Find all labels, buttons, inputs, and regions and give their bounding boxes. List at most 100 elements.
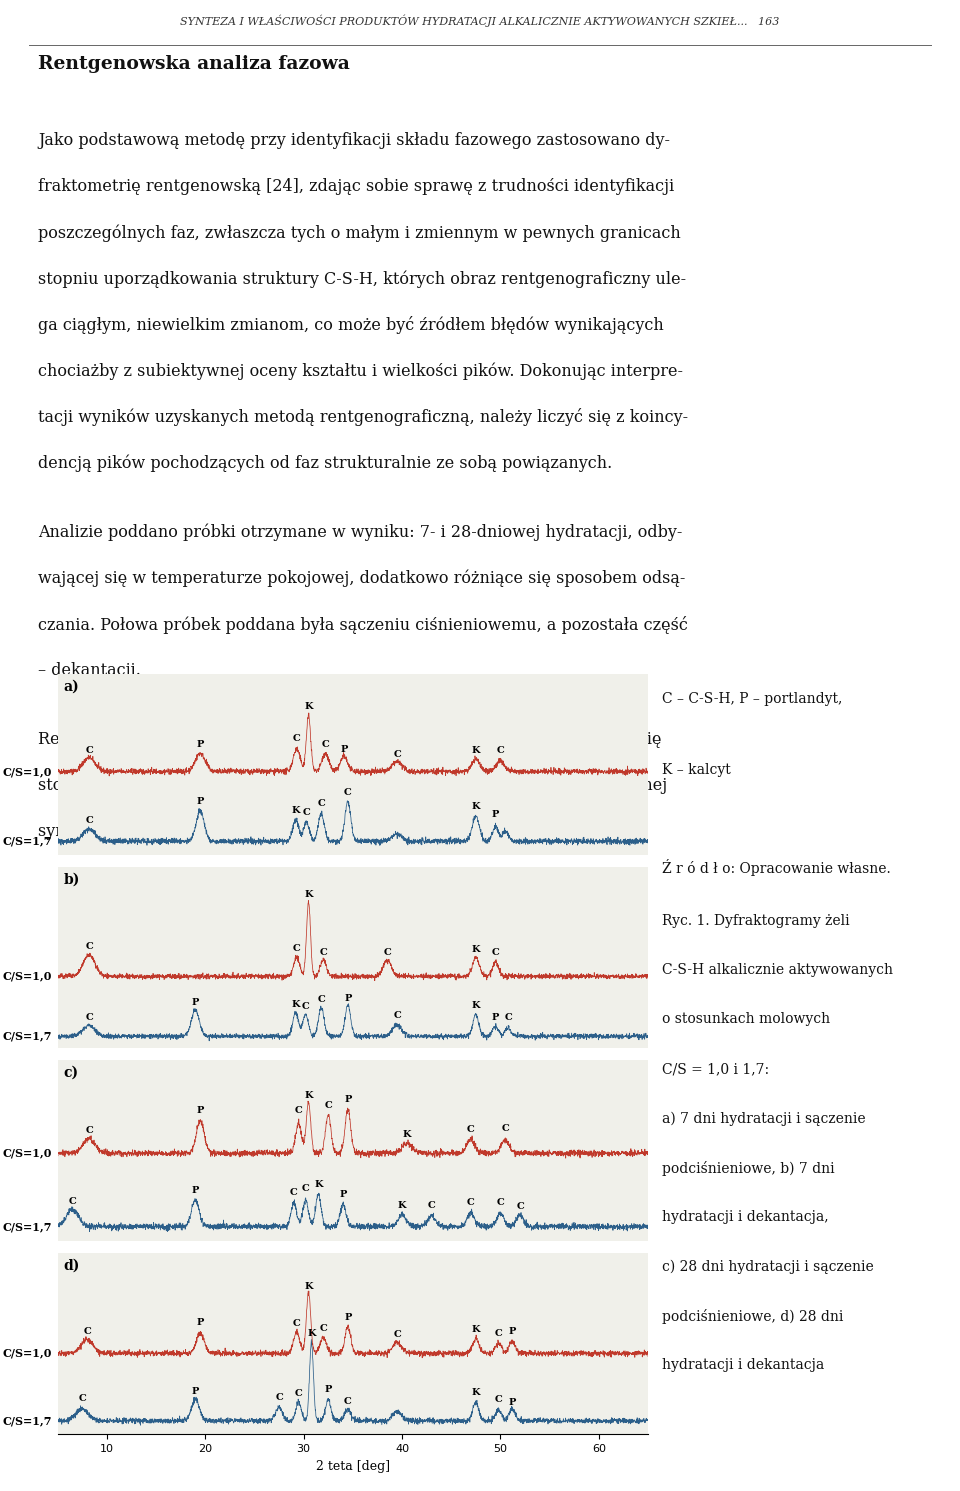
Text: C: C xyxy=(301,1002,309,1011)
Text: P: P xyxy=(509,1327,516,1336)
Text: C: C xyxy=(467,1199,475,1208)
Text: C: C xyxy=(293,944,300,953)
Text: C: C xyxy=(85,816,93,826)
Text: P: P xyxy=(197,741,204,750)
Text: C: C xyxy=(501,1124,509,1133)
Text: P: P xyxy=(197,1318,204,1327)
Text: a): a) xyxy=(63,680,80,693)
Text: podciśnieniowe, d) 28 dni: podciśnieniowe, d) 28 dni xyxy=(662,1309,844,1324)
Text: syntezy przedstawiono na rycinie 1.: syntezy przedstawiono na rycinie 1. xyxy=(38,823,330,839)
Text: K: K xyxy=(471,1000,480,1009)
Text: C: C xyxy=(494,1394,502,1403)
Text: C: C xyxy=(344,789,351,798)
Text: C: C xyxy=(504,1012,512,1021)
Text: P: P xyxy=(197,1106,204,1115)
Text: C: C xyxy=(324,1102,332,1111)
Text: stosunkiem molowym CaO/SiO₂ = 1,0 i 1,7 oraz warunkami przeprowadzonej: stosunkiem molowym CaO/SiO₂ = 1,0 i 1,7 … xyxy=(38,777,667,795)
Text: K: K xyxy=(307,1328,316,1337)
Text: K: K xyxy=(314,1179,323,1188)
Text: stopniu uporządkowania struktury C-S-H, których obraz rentgenograficzny ule-: stopniu uporządkowania struktury C-S-H, … xyxy=(38,270,686,288)
Text: K: K xyxy=(304,702,313,711)
Text: wającej się w temperaturze pokojowej, dodatkowo różniące się sposobem odsą-: wającej się w temperaturze pokojowej, do… xyxy=(38,570,685,587)
Text: K: K xyxy=(304,890,313,899)
Text: hydratacji i dekantacja: hydratacji i dekantacja xyxy=(662,1358,825,1372)
Text: C – C-S-H, P – portlandyt,: C – C-S-H, P – portlandyt, xyxy=(662,692,843,705)
Text: C: C xyxy=(85,1126,93,1135)
Text: C/S=1,7: C/S=1,7 xyxy=(2,1030,52,1042)
Text: K: K xyxy=(471,1325,480,1334)
Text: C: C xyxy=(394,1011,401,1020)
X-axis label: 2 teta [deg]: 2 teta [deg] xyxy=(316,1460,390,1473)
Text: P: P xyxy=(492,1012,499,1021)
Text: C: C xyxy=(318,799,325,808)
Text: P: P xyxy=(192,997,199,1006)
Text: czania. Połowa próbek poddana była sączeniu ciśnieniowemu, a pozostała część: czania. Połowa próbek poddana była sącze… xyxy=(38,616,688,634)
Text: P: P xyxy=(339,1190,347,1199)
Text: c) 28 dni hydratacji i sączenie: c) 28 dni hydratacji i sączenie xyxy=(662,1260,875,1273)
Text: C/S=1,7: C/S=1,7 xyxy=(2,1221,52,1232)
Text: C: C xyxy=(427,1200,436,1209)
Text: C: C xyxy=(322,740,329,748)
Text: K – kalcyt: K – kalcyt xyxy=(662,763,732,777)
Text: P: P xyxy=(345,994,351,1003)
Text: C: C xyxy=(320,1324,327,1333)
Text: d): d) xyxy=(63,1258,80,1273)
Text: c): c) xyxy=(63,1066,79,1079)
Text: C/S=1,7: C/S=1,7 xyxy=(2,835,52,847)
Text: dencją pików pochodzących od faz strukturalnie ze sobą powiązanych.: dencją pików pochodzących od faz struktu… xyxy=(38,455,612,473)
Text: P: P xyxy=(197,796,204,805)
Text: C: C xyxy=(84,1327,91,1336)
Text: K: K xyxy=(304,1282,313,1291)
Text: C: C xyxy=(494,1328,502,1337)
Text: C-S-H alkalicznie aktywowanych: C-S-H alkalicznie aktywowanych xyxy=(662,963,894,977)
Text: Rentgenowska analiza fazowa: Rentgenowska analiza fazowa xyxy=(38,55,350,73)
Text: Analizie poddano próbki otrzymane w wyniku: 7- i 28-dniowej hydratacji, odby-: Analizie poddano próbki otrzymane w wyni… xyxy=(38,523,683,541)
Text: K: K xyxy=(304,1090,313,1099)
Text: P: P xyxy=(345,1096,351,1105)
Text: C: C xyxy=(295,1388,302,1397)
Text: C/S=1,0: C/S=1,0 xyxy=(2,766,52,777)
Text: C: C xyxy=(467,1124,475,1133)
Text: C/S=1,0: C/S=1,0 xyxy=(2,1148,52,1159)
Text: C: C xyxy=(496,1199,504,1208)
Text: K: K xyxy=(292,1000,300,1009)
Text: P: P xyxy=(492,810,499,819)
Text: P: P xyxy=(340,746,348,754)
Text: C/S=1,7: C/S=1,7 xyxy=(2,1415,52,1427)
Text: P: P xyxy=(192,1387,199,1396)
Text: P: P xyxy=(324,1385,332,1394)
Text: Ź r ó d ł o: Opracowanie własne.: Ź r ó d ł o: Opracowanie własne. xyxy=(662,859,891,875)
Text: Rentgenogramy próbek żeli C-S-H alkalicznie aktywowanych, różniących się: Rentgenogramy próbek żeli C-S-H alkalicz… xyxy=(38,731,661,748)
Text: C: C xyxy=(394,1330,401,1339)
Text: K: K xyxy=(471,802,480,811)
Text: C: C xyxy=(85,942,93,951)
Text: P: P xyxy=(345,1314,351,1323)
Text: poszczególnych faz, zwłaszcza tych o małym i zmiennym w pewnych granicach: poszczególnych faz, zwłaszcza tych o mał… xyxy=(38,224,682,242)
Text: C: C xyxy=(85,746,93,754)
Text: b): b) xyxy=(63,872,80,887)
Text: C: C xyxy=(516,1202,524,1211)
Text: P: P xyxy=(509,1399,516,1408)
Text: C: C xyxy=(496,746,504,754)
Text: C: C xyxy=(295,1105,302,1114)
Text: – dekantacji.: – dekantacji. xyxy=(38,662,141,678)
Text: K: K xyxy=(402,1130,411,1139)
Text: Ryc. 1. Dyfraktogramy żeli: Ryc. 1. Dyfraktogramy żeli xyxy=(662,914,850,927)
Text: C: C xyxy=(394,750,401,759)
Text: K: K xyxy=(471,746,480,754)
Text: K: K xyxy=(471,1388,480,1397)
Text: podciśnieniowe, b) 7 dni: podciśnieniowe, b) 7 dni xyxy=(662,1160,835,1175)
Text: C: C xyxy=(302,808,310,817)
Text: C: C xyxy=(301,1184,309,1193)
Text: K: K xyxy=(471,945,480,954)
Text: C/S = 1,0 i 1,7:: C/S = 1,0 i 1,7: xyxy=(662,1062,770,1077)
Text: K: K xyxy=(292,807,300,816)
Text: C: C xyxy=(320,948,327,957)
Text: C: C xyxy=(293,1320,300,1328)
Text: C: C xyxy=(492,948,499,957)
Text: fraktometrię rentgenowską [24], zdając sobie sprawę z trudności identyfikacji: fraktometrię rentgenowską [24], zdając s… xyxy=(38,177,675,195)
Text: P: P xyxy=(192,1187,199,1196)
Text: C/S=1,0: C/S=1,0 xyxy=(2,971,52,983)
Text: C: C xyxy=(68,1197,76,1206)
Text: C: C xyxy=(85,1014,93,1023)
